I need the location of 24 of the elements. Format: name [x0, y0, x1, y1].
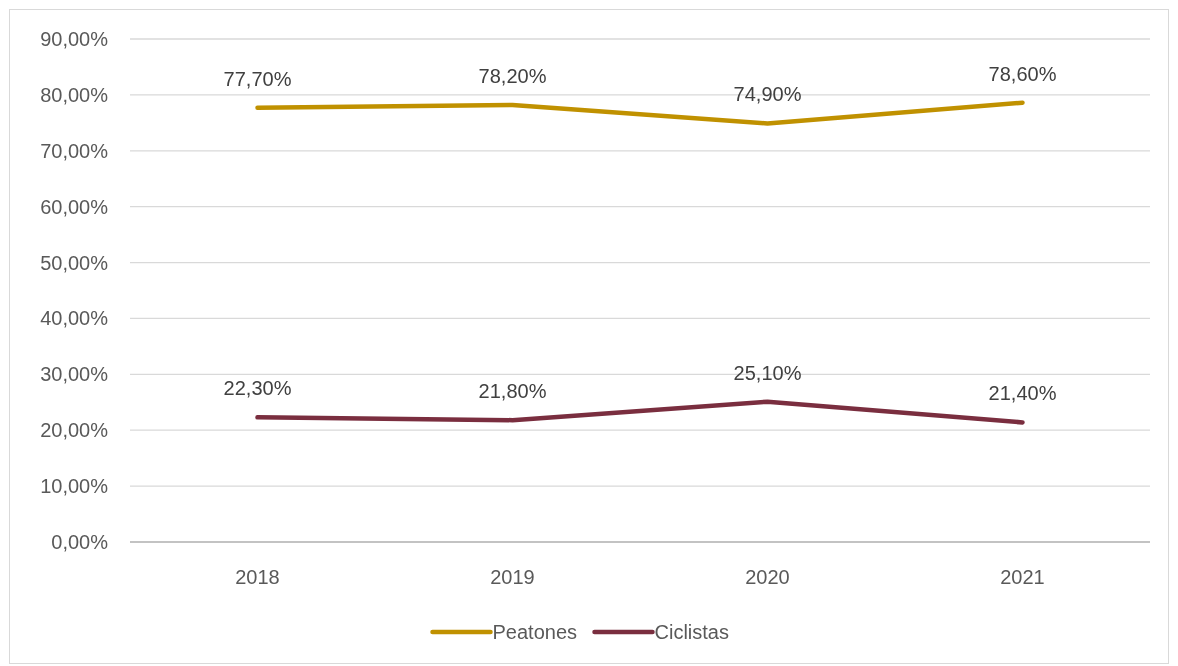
y-tick-label: 70,00% [40, 139, 109, 162]
y-tick-label: 60,00% [40, 195, 109, 218]
data-label: 21,80% [478, 380, 547, 403]
data-label: 78,60% [988, 62, 1057, 85]
y-tick-label: 80,00% [40, 83, 109, 106]
data-label: 77,70% [223, 67, 292, 90]
data-label: 78,20% [478, 64, 547, 87]
x-tick-label: 2020 [745, 566, 790, 588]
y-tick-label: 20,00% [40, 419, 109, 442]
x-tick-label: 2018 [235, 566, 280, 588]
y-tick-label: 10,00% [40, 475, 109, 498]
data-label: 21,40% [988, 382, 1057, 405]
x-tick-label: 2021 [1000, 566, 1045, 588]
y-tick-label: 90,00% [40, 28, 109, 50]
y-tick-label: 0,00% [51, 531, 109, 553]
data-label: 22,30% [223, 377, 292, 400]
legend-label: Peatones [492, 621, 578, 643]
y-tick-label: 30,00% [40, 363, 109, 386]
y-tick-label: 40,00% [40, 307, 109, 330]
x-tick-label: 2019 [490, 566, 535, 588]
y-tick-label: 50,00% [40, 251, 109, 274]
data-label: 74,90% [733, 83, 802, 106]
data-label: 25,10% [733, 361, 802, 384]
legend-label: Ciclistas [654, 621, 729, 643]
